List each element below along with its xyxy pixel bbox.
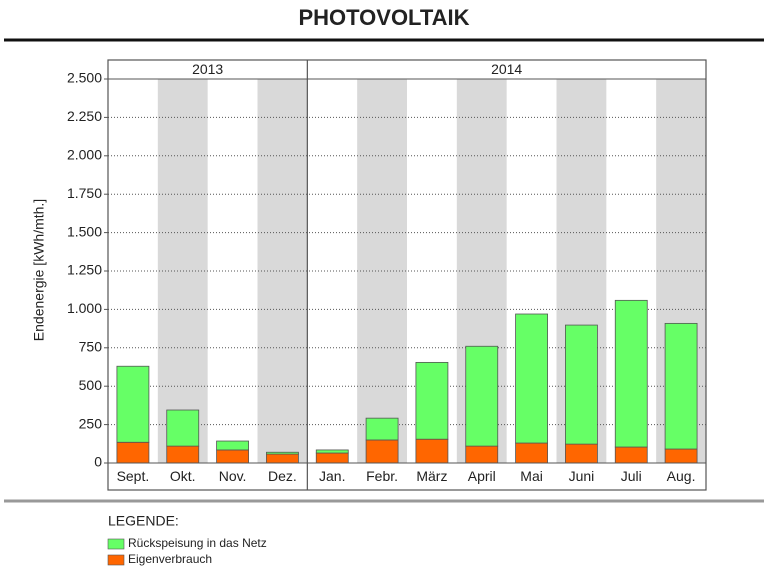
legend-swatch — [107, 538, 125, 550]
bar-segment — [664, 448, 698, 464]
bar-segment — [565, 443, 598, 464]
y-tick-label: 250 — [79, 415, 103, 431]
group-label: 2014 — [491, 61, 522, 77]
bar-segment — [415, 361, 449, 440]
x-tick-label: März — [416, 468, 447, 484]
plot-frame — [107, 59, 707, 491]
bar-segment — [166, 409, 200, 447]
x-tick-label: Juli — [621, 468, 642, 484]
group-label: 2013 — [192, 61, 223, 77]
bar-segment — [315, 452, 349, 464]
y-tick-label: 0 — [94, 454, 102, 470]
x-tick-label: Okt. — [170, 468, 196, 484]
column-shade — [357, 79, 407, 463]
bar-segment — [315, 449, 349, 454]
x-tick-label: Mai — [520, 468, 543, 484]
x-tick-label: Sept. — [117, 468, 150, 484]
x-tick-label: Jan. — [319, 468, 345, 484]
bar-segment — [116, 441, 150, 464]
x-tick-label: Nov. — [219, 468, 247, 484]
bar-segment — [266, 453, 299, 464]
bar-segment — [216, 449, 249, 464]
bar-segment — [365, 439, 399, 464]
x-tick-label: Febr. — [366, 468, 398, 484]
bar-segment — [614, 299, 648, 448]
y-tick-label: 1.000 — [67, 300, 102, 316]
y-tick-label: 1.250 — [67, 262, 102, 278]
y-axis-label: Endenergie [kWh/mth.] — [31, 199, 47, 341]
x-tick-label: Dez. — [268, 468, 297, 484]
bar-segment — [465, 345, 499, 447]
bar-segment — [266, 451, 299, 455]
bar-segment — [664, 322, 698, 450]
bar-segment — [166, 445, 200, 464]
chart-title: PHOTOVOLTAIK — [298, 5, 469, 30]
y-tick-label: 1.500 — [67, 223, 102, 239]
bar-segment — [515, 442, 548, 464]
legend-label: Rückspeisung in das Netz — [128, 536, 267, 550]
bar-segment — [565, 324, 598, 445]
y-tick-label: 2.250 — [67, 108, 102, 124]
bar-segment — [116, 365, 150, 443]
legend-title: LEGENDE: — [108, 513, 179, 529]
y-tick-label: 1.750 — [67, 185, 102, 201]
y-tick-label: 2.500 — [67, 70, 102, 86]
x-tick-label: Aug. — [667, 468, 696, 484]
bar-segment — [465, 445, 499, 464]
legend-label: Eigenverbrauch — [128, 552, 212, 566]
bar-segment — [365, 417, 399, 441]
y-tick-label: 750 — [79, 339, 103, 355]
x-tick-label: Juni — [569, 468, 595, 484]
bar-segment — [515, 313, 548, 444]
column-shade — [157, 79, 208, 463]
bar-segment — [216, 440, 249, 451]
x-tick-label: April — [468, 468, 496, 484]
y-tick-label: 500 — [79, 377, 103, 393]
bar-segment — [614, 446, 648, 464]
y-tick-label: 2.000 — [67, 147, 102, 163]
legend-swatch — [107, 554, 125, 566]
bar-segment — [415, 438, 449, 464]
